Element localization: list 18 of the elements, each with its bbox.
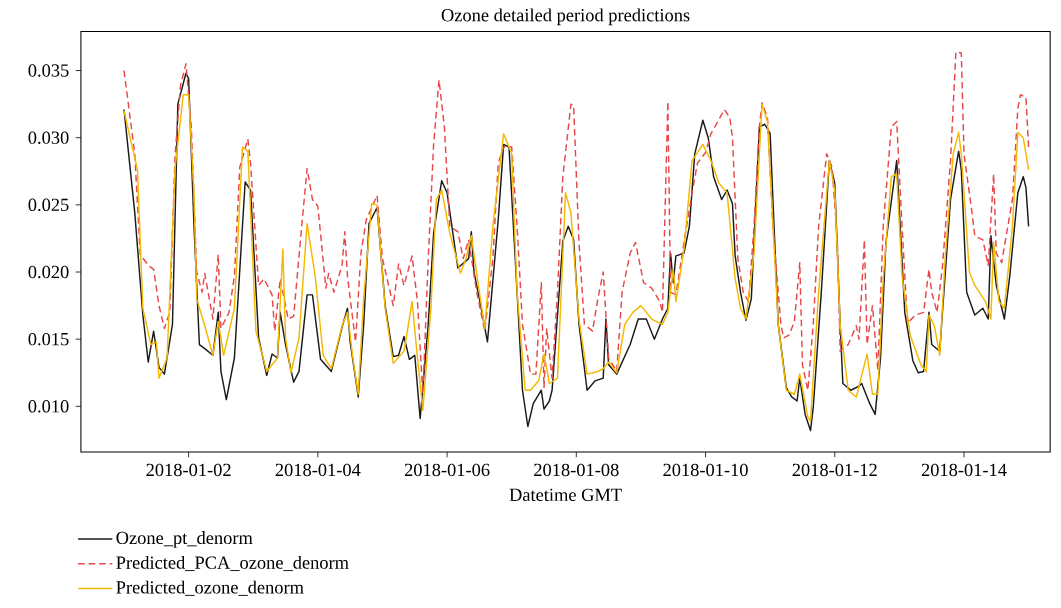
chart-title: Ozone detailed period predictions <box>441 8 690 26</box>
x-tick-label: 2018-01-02 <box>146 463 231 477</box>
x-axis-title: Datetime GMT <box>509 488 622 502</box>
y-tick-label: 0.035 <box>28 64 69 77</box>
y-tick-label: 0.020 <box>28 265 69 279</box>
x-tick-label: 2018-01-04 <box>275 463 361 477</box>
y-tick-label: 0.010 <box>28 400 69 413</box>
y-tick-label: 0.015 <box>28 332 69 346</box>
legend-label: Predicted_ozone_denorm <box>116 580 304 596</box>
y-tick-label: 0.030 <box>28 131 69 144</box>
x-tick-label: 2018-01-14 <box>921 463 1007 477</box>
legend-label: Predicted_PCA_ozone_denorm <box>116 555 349 572</box>
x-tick-label: 2018-01-10 <box>663 463 748 477</box>
y-tick-label: 0.025 <box>28 198 69 212</box>
legend-label: Ozone_pt_denorm <box>116 531 253 548</box>
x-tick-label: 2018-01-12 <box>792 463 877 477</box>
x-tick-label: 2018-01-06 <box>404 463 490 477</box>
x-tick-label: 2018-01-08 <box>534 463 619 477</box>
